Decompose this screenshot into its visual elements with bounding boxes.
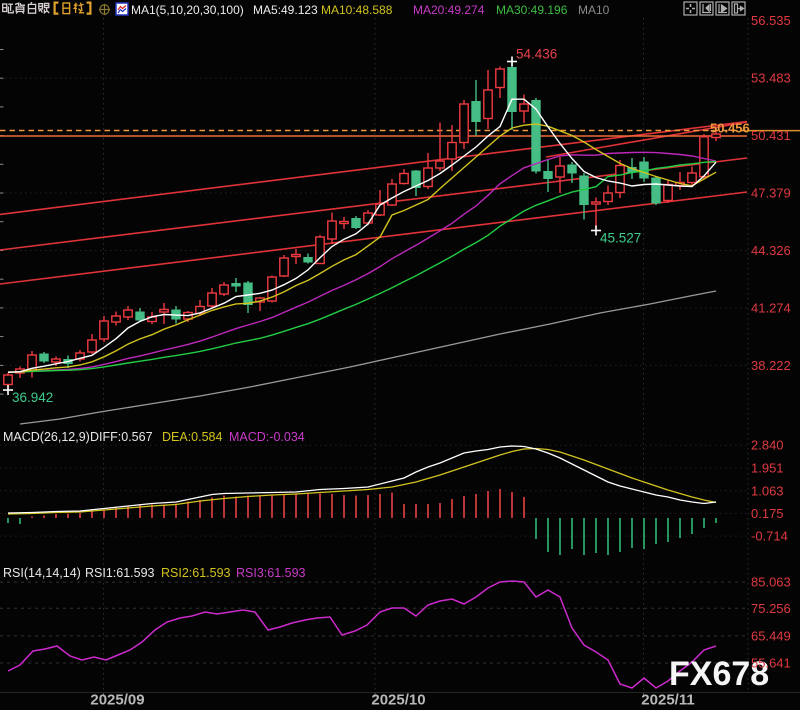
svg-text:50.456: 50.456 — [710, 121, 750, 136]
svg-text:RSI3:61.593: RSI3:61.593 — [236, 566, 306, 580]
svg-text:53.483: 53.483 — [751, 71, 791, 86]
svg-text:2025/09: 2025/09 — [90, 692, 144, 709]
svg-text:45.527: 45.527 — [600, 231, 641, 246]
svg-text:55.641: 55.641 — [751, 656, 791, 671]
svg-text:2025/10: 2025/10 — [371, 692, 425, 709]
svg-text:RSI1:61.593: RSI1:61.593 — [85, 566, 155, 580]
svg-text:RSI(14,14,14): RSI(14,14,14) — [3, 566, 81, 580]
svg-text:36.942: 36.942 — [12, 390, 53, 405]
svg-text:MACD(26,12,9): MACD(26,12,9) — [3, 430, 90, 444]
svg-text:38.222: 38.222 — [751, 358, 791, 373]
svg-text:MA5:49.123: MA5:49.123 — [253, 3, 318, 17]
svg-text:56.535: 56.535 — [751, 13, 791, 28]
svg-text:50.431: 50.431 — [751, 128, 791, 143]
svg-text:2.840: 2.840 — [751, 438, 784, 453]
svg-text:FX678: FX678 — [669, 655, 769, 693]
svg-text:MA10:48.588: MA10:48.588 — [321, 3, 393, 17]
svg-text:1.063: 1.063 — [751, 483, 784, 498]
svg-text:65.449: 65.449 — [751, 628, 791, 643]
svg-text:-0.714: -0.714 — [751, 529, 788, 544]
svg-text:1.951: 1.951 — [751, 461, 784, 476]
svg-text:MA30:49.196: MA30:49.196 — [496, 3, 568, 17]
svg-text:41.274: 41.274 — [751, 300, 791, 315]
svg-text:47.379: 47.379 — [751, 186, 791, 201]
svg-text:75.256: 75.256 — [751, 601, 791, 616]
svg-text:85.063: 85.063 — [751, 575, 791, 590]
svg-text:MACD:-0.034: MACD:-0.034 — [229, 430, 305, 444]
svg-text:0.175: 0.175 — [751, 506, 784, 521]
svg-text:DIFF:0.567: DIFF:0.567 — [90, 430, 153, 444]
svg-text:MA20:49.274: MA20:49.274 — [413, 3, 485, 17]
svg-text:54.436: 54.436 — [516, 47, 557, 62]
svg-text:44.326: 44.326 — [751, 243, 791, 258]
svg-text:MA1(5,10,20,30,100): MA1(5,10,20,30,100) — [131, 3, 244, 17]
svg-text:2025/11: 2025/11 — [641, 692, 694, 709]
svg-text:MA10: MA10 — [578, 3, 610, 17]
svg-text:DEA:0.584: DEA:0.584 — [162, 430, 223, 444]
svg-text:RSI2:61.593: RSI2:61.593 — [161, 566, 231, 580]
